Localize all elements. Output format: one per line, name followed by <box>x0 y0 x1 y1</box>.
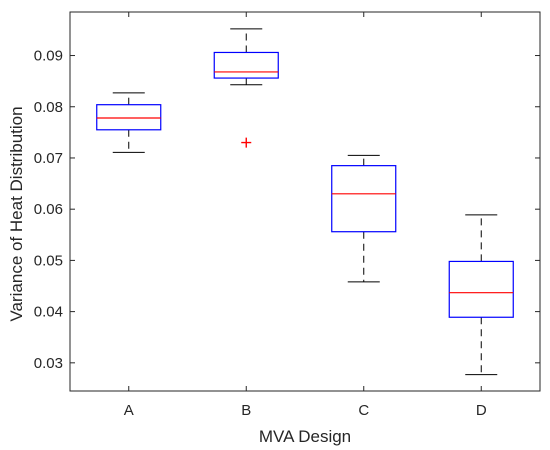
plot-area: 0.03 0.04 0.05 0.06 0.07 0.08 0.09 A B C D <box>34 11 541 419</box>
outlier-marker <box>241 137 252 148</box>
x-tick-label: A <box>124 402 134 419</box>
y-axis-label: Variance of Heat Distribution <box>7 106 26 321</box>
x-tick-label: C <box>358 402 369 419</box>
box-B <box>213 51 279 79</box>
x-axis-label: MVA Design <box>259 427 351 446</box>
box-D <box>448 260 514 318</box>
x-tick-label: B <box>241 402 251 419</box>
y-tick-label: 0.09 <box>34 48 63 65</box>
y-tick-label: 0.05 <box>34 252 63 269</box>
y-tick-label: 0.08 <box>34 99 63 116</box>
y-tick-label: 0.04 <box>34 304 63 321</box>
plot-frame <box>69 11 541 392</box>
x-tick-label: D <box>476 402 487 419</box>
box-A <box>96 104 162 131</box>
y-tick-label: 0.03 <box>34 355 63 372</box>
box-C <box>331 165 397 233</box>
y-tick-label: 0.06 <box>34 201 63 218</box>
y-tick-label: 0.07 <box>34 150 63 167</box>
